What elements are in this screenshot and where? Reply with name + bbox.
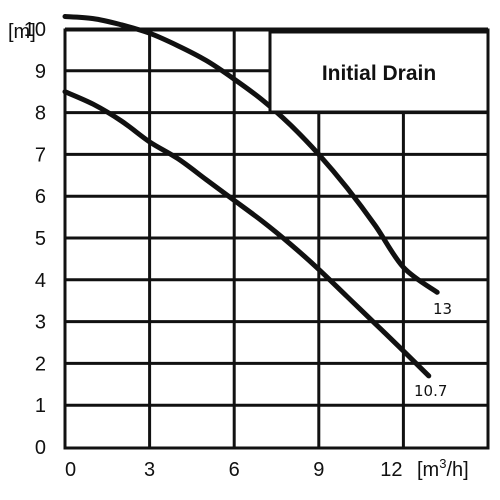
y-tick-label: 9 — [35, 61, 46, 83]
series-line-10-7 — [62, 89, 432, 379]
y-tick-label: 7 — [35, 144, 46, 166]
x-axis-label-superscript: 3 — [439, 456, 446, 471]
grid-lines — [65, 27, 488, 448]
y-tick-label: 2 — [35, 353, 46, 375]
y-axis-label: [m] — [8, 21, 36, 43]
plot-frame — [63, 28, 490, 450]
y-tick-label: 8 — [35, 103, 46, 125]
x-axis-label-prefix: [m — [417, 459, 439, 481]
x-tick-label: 0 — [65, 459, 76, 481]
title-box: Initial Drain — [268, 30, 490, 114]
y-tick-label: 4 — [35, 270, 46, 292]
curve-label-13: 13 — [433, 300, 452, 318]
x-axis-label-suffix: /h] — [446, 459, 468, 481]
curve-label-10-7: 10.7 — [414, 382, 447, 400]
x-tick-label: 12 — [380, 459, 402, 481]
y-tick-label: 10 — [24, 19, 46, 41]
chart-title: Initial Drain — [322, 62, 436, 85]
x-tick-label: 9 — [313, 459, 324, 481]
y-tick-label: 6 — [35, 186, 46, 208]
title-box-frame — [268, 30, 490, 114]
y-tick-label: 3 — [35, 312, 46, 334]
y-tick-label: 5 — [35, 228, 46, 250]
series-line-13 — [62, 14, 440, 295]
x-axis-label: [m3/h] — [417, 456, 469, 481]
curves — [62, 14, 440, 379]
x-tick-label: 6 — [229, 459, 240, 481]
y-tick-label: 1 — [35, 395, 46, 417]
x-tick-label: 3 — [144, 459, 155, 481]
y-tick-label: 0 — [35, 437, 46, 459]
